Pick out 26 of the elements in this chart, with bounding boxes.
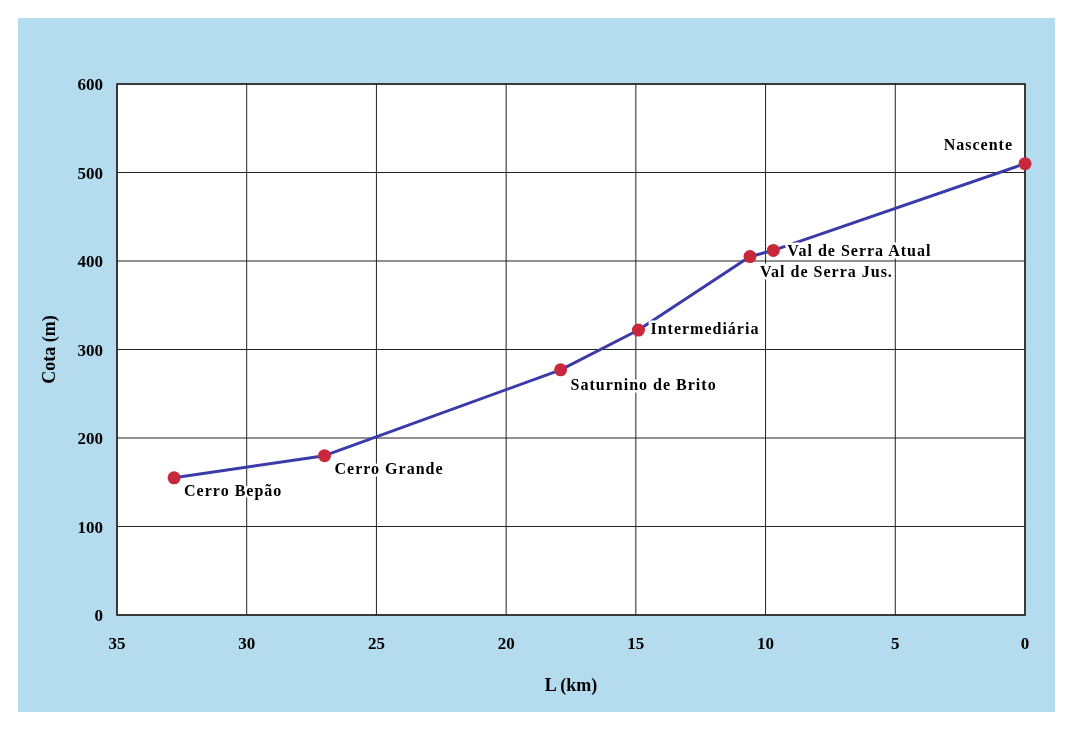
x-axis-title: L (km) <box>544 675 598 696</box>
point <box>318 449 332 463</box>
annotation: Nascente <box>943 135 1013 153</box>
y-tick-label: 200 <box>77 429 103 448</box>
point <box>1018 157 1032 171</box>
point <box>554 363 568 377</box>
x-tick-label: 25 <box>367 634 385 653</box>
y-axis-title: Cota (m) <box>39 315 60 384</box>
y-tick-label: 600 <box>77 75 103 94</box>
y-tick-label: 100 <box>77 517 103 537</box>
y-tick-label: 300 <box>77 340 103 360</box>
x-tick-label: 35 <box>108 634 126 653</box>
y-tick-label: 0 <box>94 606 103 625</box>
x-tick-label: 15 <box>627 634 645 653</box>
point <box>766 243 780 257</box>
x-tick-label: 20 <box>497 634 515 653</box>
annotation: Intermediária <box>650 320 760 338</box>
y-tick-label: 400 <box>77 252 103 271</box>
x-tick-label: 30 <box>238 634 256 653</box>
point <box>631 323 645 337</box>
point <box>167 471 181 485</box>
x-tick-label: 0 <box>1020 634 1030 653</box>
y-tick-label: 500 <box>77 163 103 183</box>
x-tick-label: 5 <box>891 634 900 653</box>
point <box>743 250 757 264</box>
x-tick-label: 10 <box>757 634 775 653</box>
